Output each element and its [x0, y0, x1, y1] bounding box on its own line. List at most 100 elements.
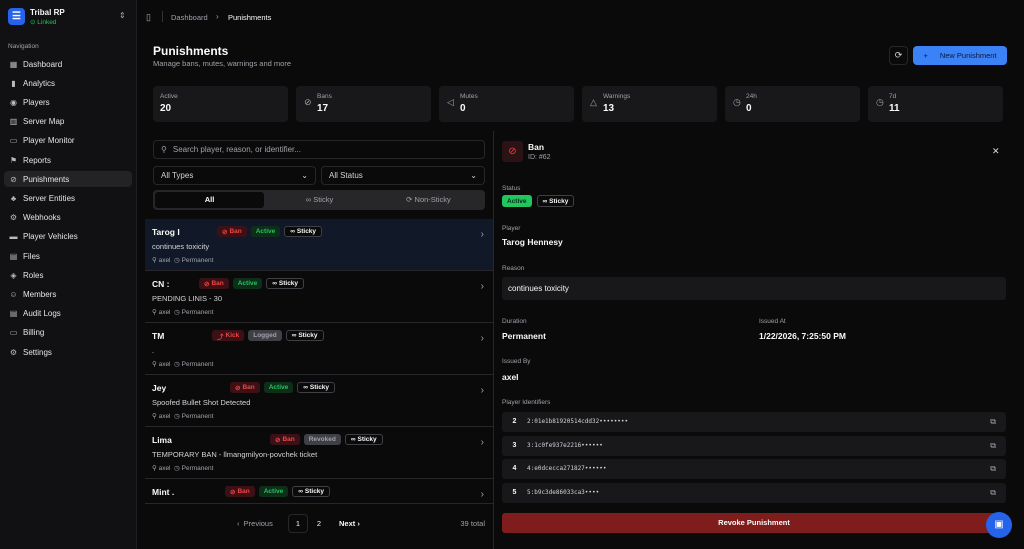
chevron-down-icon: ⌄ — [470, 171, 477, 180]
clock-icon: ◷ — [174, 361, 180, 368]
tab-all[interactable]: All — [155, 192, 264, 208]
sidebar-item-files[interactable]: ▤ Files — [9, 251, 40, 261]
next-button[interactable]: Next › — [339, 519, 360, 528]
identifier-row: 5 5:b9c3de86033ca3•••• ⧉ — [502, 483, 1006, 503]
status-badge: Active — [258, 486, 289, 497]
webhook-icon: ⚙ — [9, 213, 18, 223]
chevron-down-icon: ⌄ — [301, 171, 308, 180]
volume-mute-icon: ◁ — [447, 97, 454, 107]
sidebar-item-reports[interactable]: ⚑ Reports — [9, 155, 52, 165]
stat-card-mutes: ◁ Mutes 0 — [439, 86, 574, 122]
identifiers-label: Player Identifiers — [502, 399, 551, 406]
punishment-row[interactable]: Tarog I ⊘ Ban Active ∞ Sticky continues toxi… — [145, 219, 493, 271]
sidebar-item-billing[interactable]: ▭ Billing — [9, 328, 45, 338]
stat-card-24h: ◷ 24h 0 — [725, 86, 860, 122]
sidebar-item-players[interactable]: ◉ Players — [10, 97, 50, 107]
chart-icon: ▮ — [11, 78, 16, 88]
status-label: Status — [502, 185, 521, 192]
entities-icon: ♣ — [10, 193, 17, 203]
detail-type: Ban — [528, 142, 545, 152]
status-select[interactable]: All Status ⌄ — [321, 166, 485, 185]
punishment-row[interactable]: TM ⤴ Kick Logged ∞ Sticky. ⚲ axel ◷ Permanen… — [145, 323, 493, 375]
issued-by-value: axel — [502, 372, 519, 382]
pagination: ‹ Previous 1 2 Next › 39 total — [145, 503, 493, 549]
page-2-button[interactable]: 2 — [316, 519, 322, 528]
copy-icon[interactable]: ⧉ — [990, 417, 996, 426]
chevron-right-icon: › — [480, 489, 484, 500]
ban-icon: ⊘ — [10, 174, 17, 184]
type-badge: ⊘ Ban — [225, 486, 255, 497]
sidebar-item-server-entities[interactable]: ♣ Server Entities — [10, 193, 76, 203]
shield-icon: ◈ — [10, 270, 17, 280]
clock-icon: ◷ — [174, 413, 180, 420]
sidebar-item-player-vehicles[interactable]: ▬ Player Vehicles — [9, 232, 78, 242]
sticky-badge: ∞ Sticky — [344, 434, 383, 445]
sticky-badge: ∞ Sticky — [266, 278, 305, 289]
tab-non-sticky[interactable]: ⟳ Non-Sticky — [406, 195, 451, 204]
search-input[interactable]: ⚲ Search player, reason, or identifier... — [153, 140, 485, 159]
stat-card-7d: ◷ 7d 11 — [868, 86, 1003, 122]
status-badge: Active — [232, 278, 263, 289]
punishment-row[interactable]: Lima ⊘ Ban Revoked ∞ Sticky TEMPORARY BAN - … — [145, 427, 493, 479]
clock-icon: ◷ — [733, 97, 741, 107]
tab-sticky[interactable]: ∞ Sticky — [305, 195, 334, 204]
refresh-button[interactable]: ⟳ — [889, 46, 908, 65]
punishment-row[interactable]: CN : ⊘ Ban Active ∞ Sticky PENDING LINIS - 3… — [145, 271, 493, 323]
chevron-right-icon: › — [480, 281, 484, 292]
previous-button[interactable]: ‹ Previous — [237, 519, 273, 528]
org-logo-icon: ☰ — [8, 8, 25, 25]
chevron-right-icon: › — [480, 385, 484, 396]
sticky-badge: ∞ Sticky — [285, 330, 324, 341]
duration-value: Permanent — [502, 331, 546, 341]
stat-card-warnings: △ Warnings 13 — [582, 86, 717, 122]
close-icon[interactable]: ✕ — [992, 146, 1000, 156]
org-name: Tribal RP — [30, 8, 65, 17]
player-name: Tarog Hennesy — [502, 237, 563, 247]
copy-icon[interactable]: ⧉ — [990, 441, 996, 450]
user-icon: ⚲ — [152, 309, 157, 316]
ban-icon: ⊘ — [304, 97, 312, 107]
clock-icon: ◷ — [876, 97, 884, 107]
punishment-row[interactable]: Jey ⊘ Ban Active ∞ Sticky Spoofed Bullet Sho… — [145, 375, 493, 427]
sticky-badge: ∞ Sticky — [536, 195, 575, 207]
type-select[interactable]: All Types ⌄ — [153, 166, 316, 185]
sidebar-item-dashboard[interactable]: ▦ Dashboard — [9, 59, 63, 69]
type-badge: ⤴ Kick — [212, 330, 245, 341]
sidebar: ☰ Tribal RP ⊙ Linked ⇕ Navigation ▦ Dashb… — [0, 0, 137, 549]
sidebar-item-server-map[interactable]: ▥ Server Map — [9, 117, 65, 127]
page-subtitle: Manage bans, mutes, warnings and more — [153, 59, 291, 68]
issued-by-label: Issued By — [502, 358, 531, 365]
user-icon: ⚲ — [152, 361, 157, 368]
breadcrumb-parent[interactable]: Dashboard — [171, 13, 208, 22]
clock-icon: ◷ — [174, 309, 180, 316]
revoke-punishment-button[interactable]: Revoke Punishment — [502, 513, 1006, 533]
identifier-row: 3 3:1c0fe937e2216•••••• ⧉ — [502, 436, 1006, 456]
sidebar-item-settings[interactable]: ⚙ Settings — [9, 347, 52, 357]
detail-id: ID: #62 — [528, 154, 551, 161]
dashboard-icon: ▦ — [9, 59, 18, 69]
copy-icon[interactable]: ⧉ — [990, 464, 996, 473]
chevron-right-icon: › — [480, 229, 484, 240]
chat-support-button[interactable]: ▣ — [986, 512, 1012, 538]
page-1-button[interactable]: 1 — [288, 514, 308, 533]
type-badge: ⊘ Ban — [270, 434, 300, 445]
gear-icon: ⚙ — [9, 347, 18, 357]
file-icon: ▤ — [9, 251, 18, 261]
sidebar-item-members[interactable]: ☺ Members — [9, 289, 57, 299]
sidebar-item-webhooks[interactable]: ⚙ Webhooks — [9, 213, 61, 223]
sidebar-toggle-icon[interactable]: ▯ — [146, 12, 151, 22]
org-status: ⊙ Linked — [30, 19, 57, 26]
org-switcher-chevron-icon[interactable]: ⇕ — [119, 11, 126, 20]
sidebar-item-audit-logs[interactable]: ▤ Audit Logs — [9, 309, 61, 319]
sidebar-item-punishments[interactable]: ⊘ Punishments — [4, 171, 132, 188]
new-punishment-button[interactable]: + New Punishment — [913, 46, 1007, 65]
sidebar-item-player-monitor[interactable]: ▭ Player Monitor — [9, 136, 75, 146]
clock-icon: ◷ — [174, 465, 180, 472]
sidebar-item-roles[interactable]: ◈ Roles — [10, 270, 44, 280]
clock-icon: ◷ — [174, 257, 180, 264]
divider — [162, 11, 163, 22]
sticky-badge: ∞ Sticky — [297, 382, 336, 393]
sidebar-item-analytics[interactable]: ▮ Analytics — [4, 75, 132, 91]
copy-icon[interactable]: ⧉ — [990, 488, 996, 497]
monitor-icon: ▭ — [9, 136, 18, 146]
